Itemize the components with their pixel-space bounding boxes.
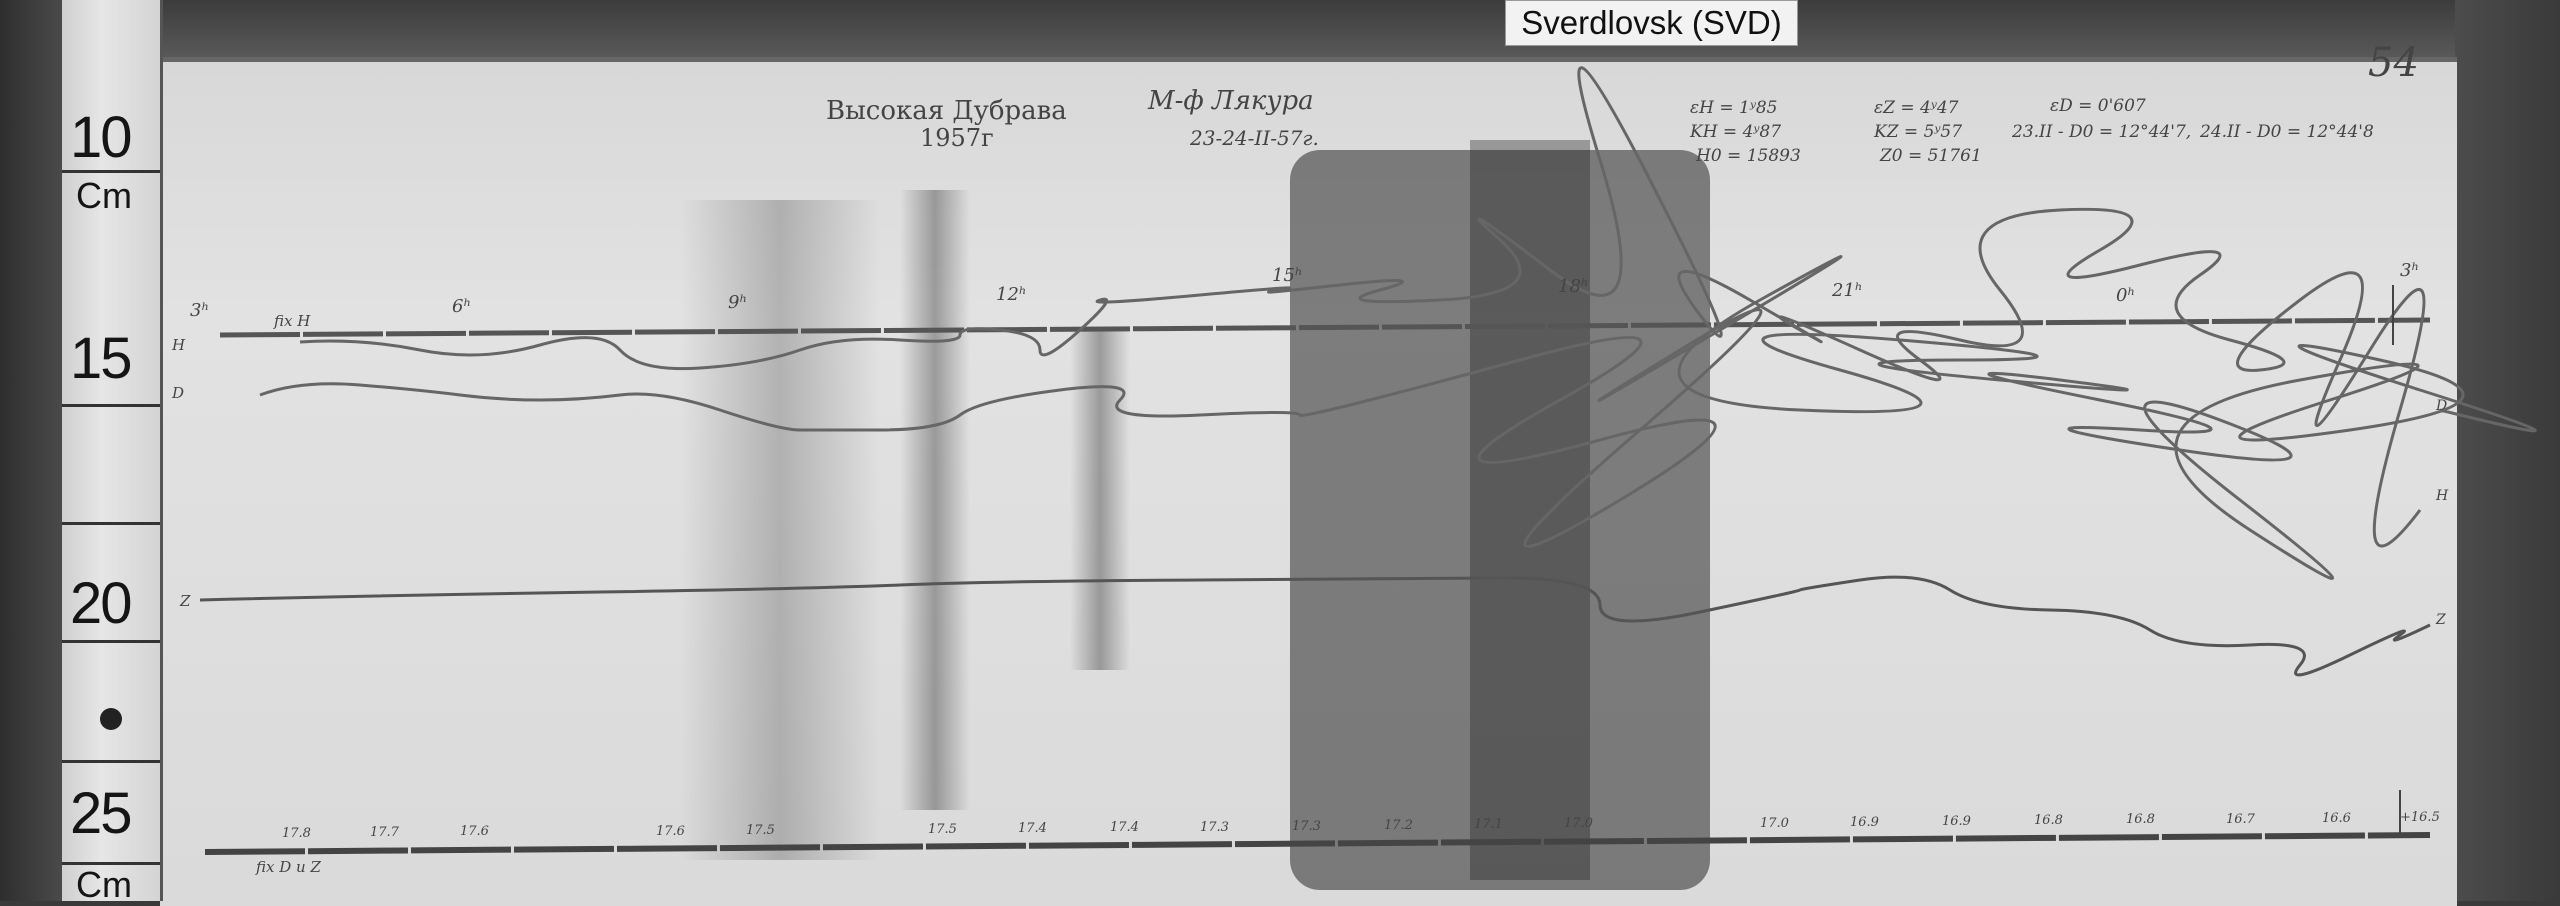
observer: М-ф Лякура xyxy=(1148,86,1314,116)
hour-mark: 15ʰ xyxy=(1272,265,1303,286)
fix-dz-label: fix D и Z xyxy=(256,858,321,876)
station-label-tag: Sverdlovsk (SVD) xyxy=(1505,0,1798,46)
background-right xyxy=(2455,0,2560,901)
h-baseline xyxy=(219,317,2431,338)
h-trace xyxy=(299,66,2426,548)
hour-mark: 12ʰ xyxy=(996,284,1027,305)
hour-mark: 3ʰ xyxy=(190,300,210,321)
exposure-band xyxy=(1070,330,1130,670)
ruler-unit: Cm xyxy=(76,864,132,905)
temperature-scale-label: 17.2 xyxy=(1384,818,1413,833)
temperature-scale-label: 17.5 xyxy=(746,822,775,838)
temperature-scale-label: +16.5 xyxy=(2400,810,2440,825)
temperature-scale-label: 16.6 xyxy=(2322,810,2351,826)
sheet-number: 54 xyxy=(2368,40,2419,86)
ruler-hole xyxy=(100,708,122,730)
d-label-right: D xyxy=(2436,398,2448,414)
z-label-right: Z xyxy=(2436,612,2446,628)
constant-eD: εD = 0'607 xyxy=(2050,96,2146,116)
ruler: 10 Cm 15 20 25 Cm xyxy=(62,0,163,905)
ruler-unit: Cm xyxy=(76,175,132,216)
hour-mark: 18ʰ xyxy=(1558,276,1589,297)
hour-mark: 0ʰ xyxy=(2116,285,2136,306)
temperature-scale-label: 16.8 xyxy=(2034,813,2063,829)
background-top xyxy=(160,0,2560,60)
dates: 23-24-II-57г. xyxy=(1190,126,1319,150)
temperature-scale-label: 17.0 xyxy=(1564,816,1593,832)
constant-eH: εH = 1ʸ85 xyxy=(1690,98,1778,118)
ruler-tick xyxy=(62,862,160,865)
hour-mark: 21ʰ xyxy=(1832,280,1863,301)
temperature-scale-label: 17.3 xyxy=(1292,818,1321,834)
exposure-band-dark xyxy=(1290,150,1710,890)
temperature-scale-label: 16.8 xyxy=(2126,812,2155,828)
d-trace xyxy=(259,255,2537,580)
ruler-mark: 15 xyxy=(70,326,132,391)
constant-D0-24: 24.II - D0 = 12°44'8 xyxy=(2200,122,2374,142)
year: 1957г xyxy=(920,124,994,152)
constant-H0: H0 = 15893 xyxy=(1696,146,1801,166)
temperature-scale-label: 16.9 xyxy=(1850,814,1879,830)
fix-h-label: fix H xyxy=(274,312,311,330)
constant-D0-23: 23.II - D0 = 12°44'7, xyxy=(2012,122,2192,142)
temperature-scale-label: 17.6 xyxy=(656,823,685,839)
constant-KZ: KZ = 5ʸ57 xyxy=(1874,122,1963,142)
temperature-scale-label: 17.3 xyxy=(1200,819,1229,835)
z-trace xyxy=(199,575,2431,677)
hour-mark: 3ʰ xyxy=(2400,260,2420,281)
d-label: D xyxy=(172,384,185,402)
temperature-scale-label: 17.7 xyxy=(370,825,399,841)
temperature-scale-label: 17.4 xyxy=(1110,820,1139,836)
z-label: Z xyxy=(180,592,191,610)
temperature-scale-label: 17.4 xyxy=(1018,821,1047,837)
ruler-tick xyxy=(62,640,160,643)
dz-baseline xyxy=(204,832,2431,855)
constant-Z0: Z0 = 51761 xyxy=(1880,146,1982,166)
temperature-scale-label: 17.1 xyxy=(1474,817,1503,833)
ruler-tick xyxy=(62,170,160,173)
constant-eZ: εZ = 4ʸ47 xyxy=(1874,98,1959,118)
exposure-band xyxy=(680,200,880,860)
hour-mark: 6ʰ xyxy=(452,296,472,317)
temperature-scale-label: 17.6 xyxy=(460,824,489,840)
ruler-mark: 20 xyxy=(70,571,132,636)
ruler-mark: 25 xyxy=(70,781,132,846)
temperature-scale-label: 16.9 xyxy=(1942,814,1971,829)
h-label-right: H xyxy=(2436,488,2449,504)
ruler-mark: 10 xyxy=(70,105,132,170)
exposure-band xyxy=(900,190,970,810)
ruler-tick xyxy=(62,404,160,407)
hour-mark: 9ʰ xyxy=(728,292,748,313)
background xyxy=(0,0,62,901)
temperature-scale-label: 16.7 xyxy=(2226,811,2255,827)
ruler-tick xyxy=(62,522,160,525)
station-name: Высокая Дубрава xyxy=(826,96,1067,126)
temperature-scale-label: 17.5 xyxy=(928,822,957,837)
ruler-tick xyxy=(62,760,160,763)
temperature-scale-label: 17.0 xyxy=(1760,815,1789,831)
h-label: H xyxy=(172,336,186,354)
exposure-band-dark xyxy=(1470,140,1590,880)
temperature-scale-label: 17.8 xyxy=(282,826,311,841)
constant-KH: KH = 4ʸ87 xyxy=(1690,122,1782,142)
